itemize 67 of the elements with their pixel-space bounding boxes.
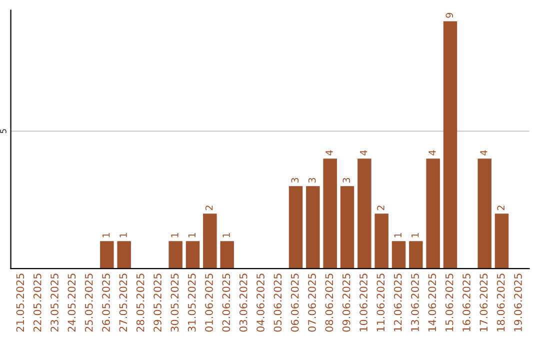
data-label: 4 [326, 150, 333, 156]
x-tick-label: 29.05.2025 [154, 274, 162, 332]
bar [426, 158, 440, 269]
bar [220, 241, 234, 269]
x-tick-label: 22.05.2025 [33, 274, 42, 332]
data-label: 2 [205, 206, 213, 210]
x-tick-label: 30.05.2025 [170, 274, 179, 332]
bar [203, 214, 217, 269]
x-tick-label: 28.05.2025 [136, 274, 144, 332]
x-tick-label: 27.05.2025 [119, 274, 128, 332]
data-label: 1 [222, 233, 230, 238]
bar [494, 214, 509, 269]
x-tick-label: 11.06.2025 [376, 274, 385, 332]
x-tick-label: 01.06.2025 [205, 274, 213, 332]
x-tick-label: 14.06.2025 [428, 274, 436, 332]
x-tick-label: 05.06.2025 [274, 274, 282, 332]
x-tick-label: 19.06.2025 [514, 274, 522, 332]
data-label: 1 [394, 233, 402, 238]
data-label: 3 [308, 178, 316, 183]
data-label: 4 [360, 150, 368, 156]
data-label: 2 [497, 206, 504, 210]
bar [323, 158, 337, 269]
x-tick-label: 12.06.2025 [394, 274, 402, 332]
bar [409, 241, 423, 269]
bar [340, 186, 354, 269]
x-tick-label: 24.05.2025 [68, 274, 76, 332]
data-label: 1 [171, 233, 178, 238]
x-tick-label: 07.06.2025 [308, 274, 316, 332]
bar [478, 158, 492, 269]
x-tick-label: 17.06.2025 [480, 274, 488, 332]
x-tick-label: 08.06.2025 [325, 274, 334, 332]
bar [168, 241, 182, 269]
x-tick-label: 13.06.2025 [411, 274, 419, 332]
bar [100, 241, 114, 269]
data-label: 1 [412, 233, 419, 238]
x-tick-label: 03.06.2025 [239, 274, 248, 332]
x-tick-label: 25.05.2025 [84, 274, 93, 332]
data-label: 2 [377, 206, 384, 210]
data-label: 3 [291, 178, 299, 183]
x-tick-label: 09.06.2025 [342, 274, 350, 332]
data-label: 1 [188, 233, 196, 238]
y-tick-label: 5 [0, 129, 6, 134]
bar [358, 158, 372, 269]
x-tick-label: 16.06.2025 [462, 274, 470, 332]
x-tick-label: 21.05.2025 [16, 274, 24, 332]
x-tick-label: 04.06.2025 [256, 274, 264, 332]
bar [288, 186, 303, 269]
data-label: 4 [480, 150, 488, 156]
x-tick-label: 15.06.2025 [445, 274, 454, 332]
bar [306, 186, 320, 269]
bar [392, 241, 406, 269]
data-label: 4 [428, 150, 436, 156]
data-label: 3 [342, 178, 350, 183]
bar [117, 241, 131, 269]
x-tick-label: 26.05.2025 [102, 274, 110, 332]
bar [443, 21, 458, 269]
data-label: 9 [446, 12, 454, 18]
bar [186, 241, 200, 269]
bar [374, 214, 388, 269]
data-label: 1 [120, 233, 127, 238]
x-tick-label: 06.06.2025 [290, 274, 299, 332]
data-label: 1 [102, 233, 110, 238]
x-tick-label: 31.05.2025 [188, 274, 196, 332]
x-tick-label: 23.05.2025 [50, 274, 58, 332]
x-tick-label: 18.06.2025 [496, 274, 505, 332]
x-tick-label: 10.06.2025 [360, 274, 368, 332]
x-tick-label: 02.06.2025 [222, 274, 230, 332]
